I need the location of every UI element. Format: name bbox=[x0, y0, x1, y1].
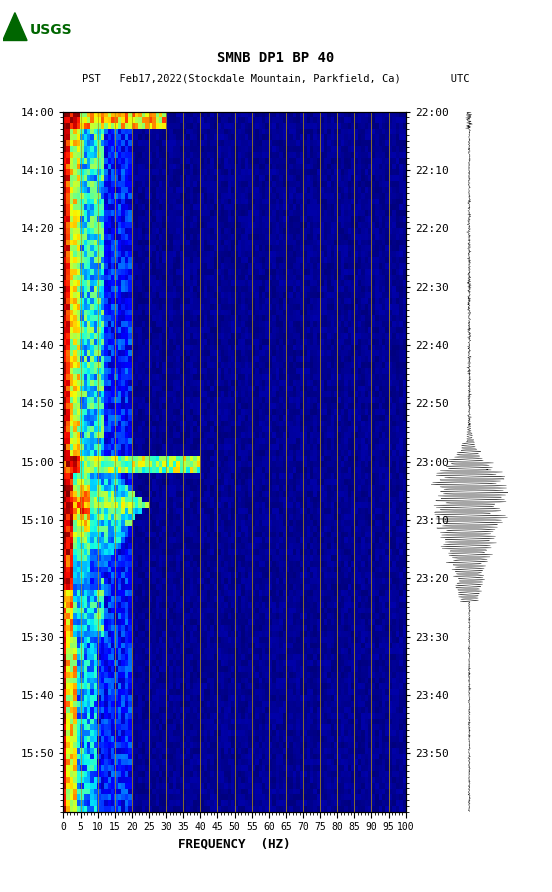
Text: USGS: USGS bbox=[29, 23, 72, 37]
Text: SMNB DP1 BP 40: SMNB DP1 BP 40 bbox=[217, 51, 335, 65]
Text: PST   Feb17,2022(Stockdale Mountain, Parkfield, Ca)        UTC: PST Feb17,2022(Stockdale Mountain, Parkf… bbox=[82, 73, 470, 84]
X-axis label: FREQUENCY  (HZ): FREQUENCY (HZ) bbox=[178, 838, 291, 851]
Polygon shape bbox=[3, 12, 27, 40]
